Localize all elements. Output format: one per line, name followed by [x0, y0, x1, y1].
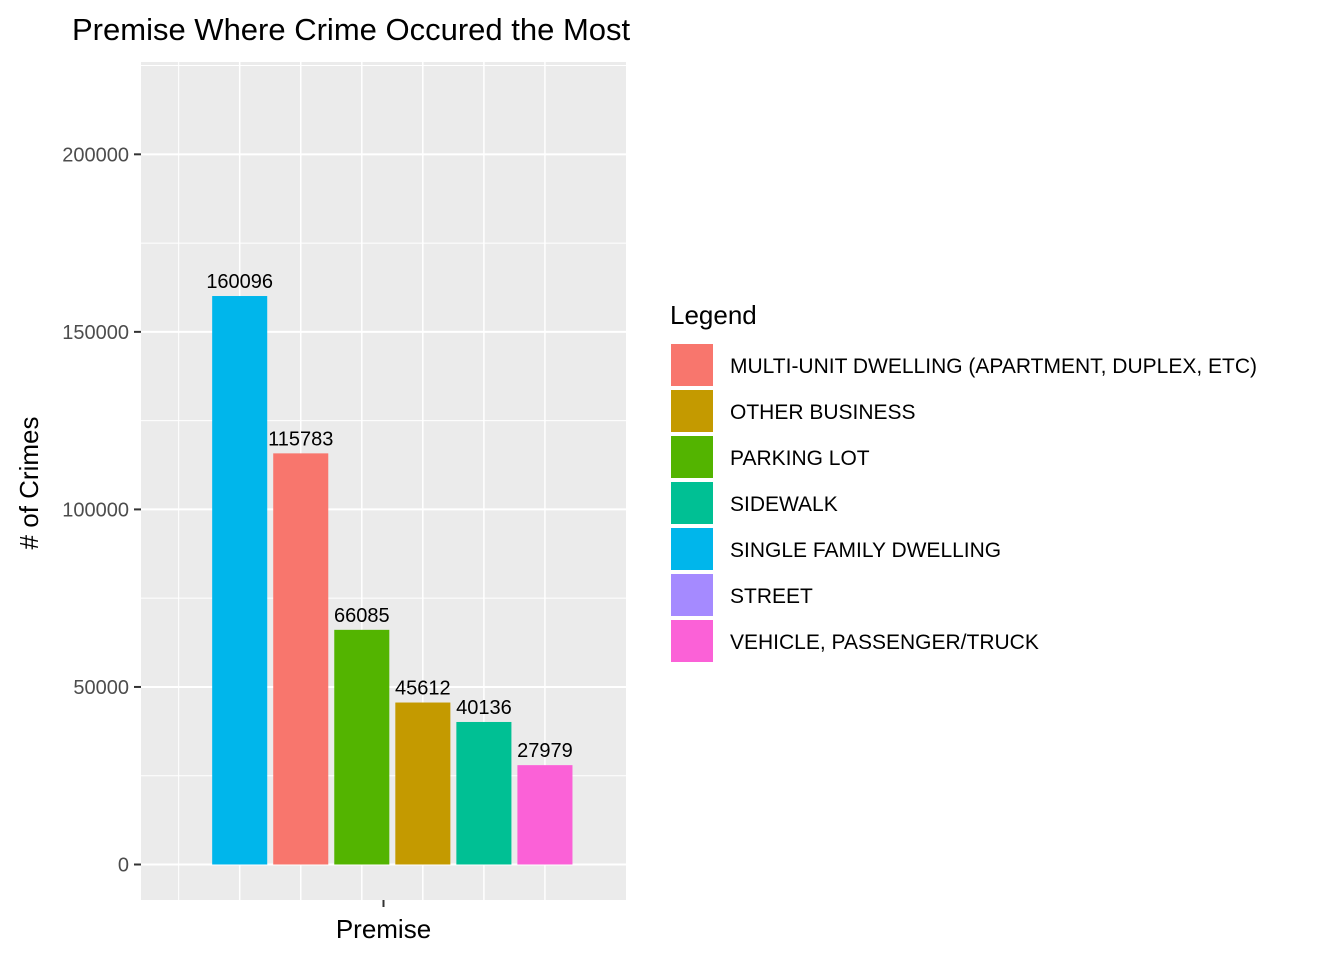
y-axis: 0 50000 100000 150000 200000: [62, 144, 141, 876]
legend-key: [669, 618, 715, 664]
legend-label: STREET: [730, 585, 813, 608]
legend-title: Legend: [670, 300, 757, 330]
y-tick-label: 100000: [62, 499, 129, 521]
bar-parking-lot: [334, 629, 390, 865]
legend-key: [669, 434, 715, 480]
legend-label: PARKING LOT: [730, 447, 870, 470]
legend-key: [669, 480, 715, 526]
data-label: 160096: [206, 271, 273, 293]
data-label: 40136: [456, 697, 512, 719]
legend-label: OTHER BUSINESS: [730, 401, 916, 424]
legend-label: SINGLE FAMILY DWELLING: [730, 539, 1001, 562]
bar-multi-unit-dwelling-apartment-duplex-etc: [273, 453, 329, 865]
bars: [212, 296, 573, 865]
legend: Legend MULTI-UNIT DWELLING (APARTMENT, D…: [669, 300, 1257, 664]
y-tick-label: 200000: [62, 144, 129, 166]
legend-key: [669, 572, 715, 618]
y-axis-title: # of Crimes: [14, 417, 44, 550]
y-tick-label: 150000: [62, 322, 129, 344]
legend-key: [669, 526, 715, 572]
bar-vehicle-passenger-truck: [517, 765, 573, 865]
y-tick-label: 50000: [73, 677, 129, 699]
x-axis-title: Premise: [336, 914, 431, 944]
chart-title: Premise Where Crime Occured the Most: [72, 12, 631, 47]
data-label: 45612: [395, 678, 451, 700]
legend-label: SIDEWALK: [730, 493, 838, 516]
y-tick-label: 0: [118, 854, 129, 876]
legend-label: VEHICLE, PASSENGER/TRUCK: [730, 631, 1039, 654]
data-label: 66085: [334, 605, 390, 627]
legend-label: MULTI-UNIT DWELLING (APARTMENT, DUPLEX, …: [730, 355, 1257, 378]
bar-single-family-dwelling: [212, 296, 268, 865]
legend-key: [669, 388, 715, 434]
bar-sidewalk: [456, 721, 512, 865]
bar-other-business: [395, 702, 451, 865]
data-label: 27979: [517, 740, 573, 762]
legend-key: [669, 342, 715, 388]
legend-items: MULTI-UNIT DWELLING (APARTMENT, DUPLEX, …: [669, 342, 1257, 664]
data-label: 115783: [268, 428, 333, 450]
